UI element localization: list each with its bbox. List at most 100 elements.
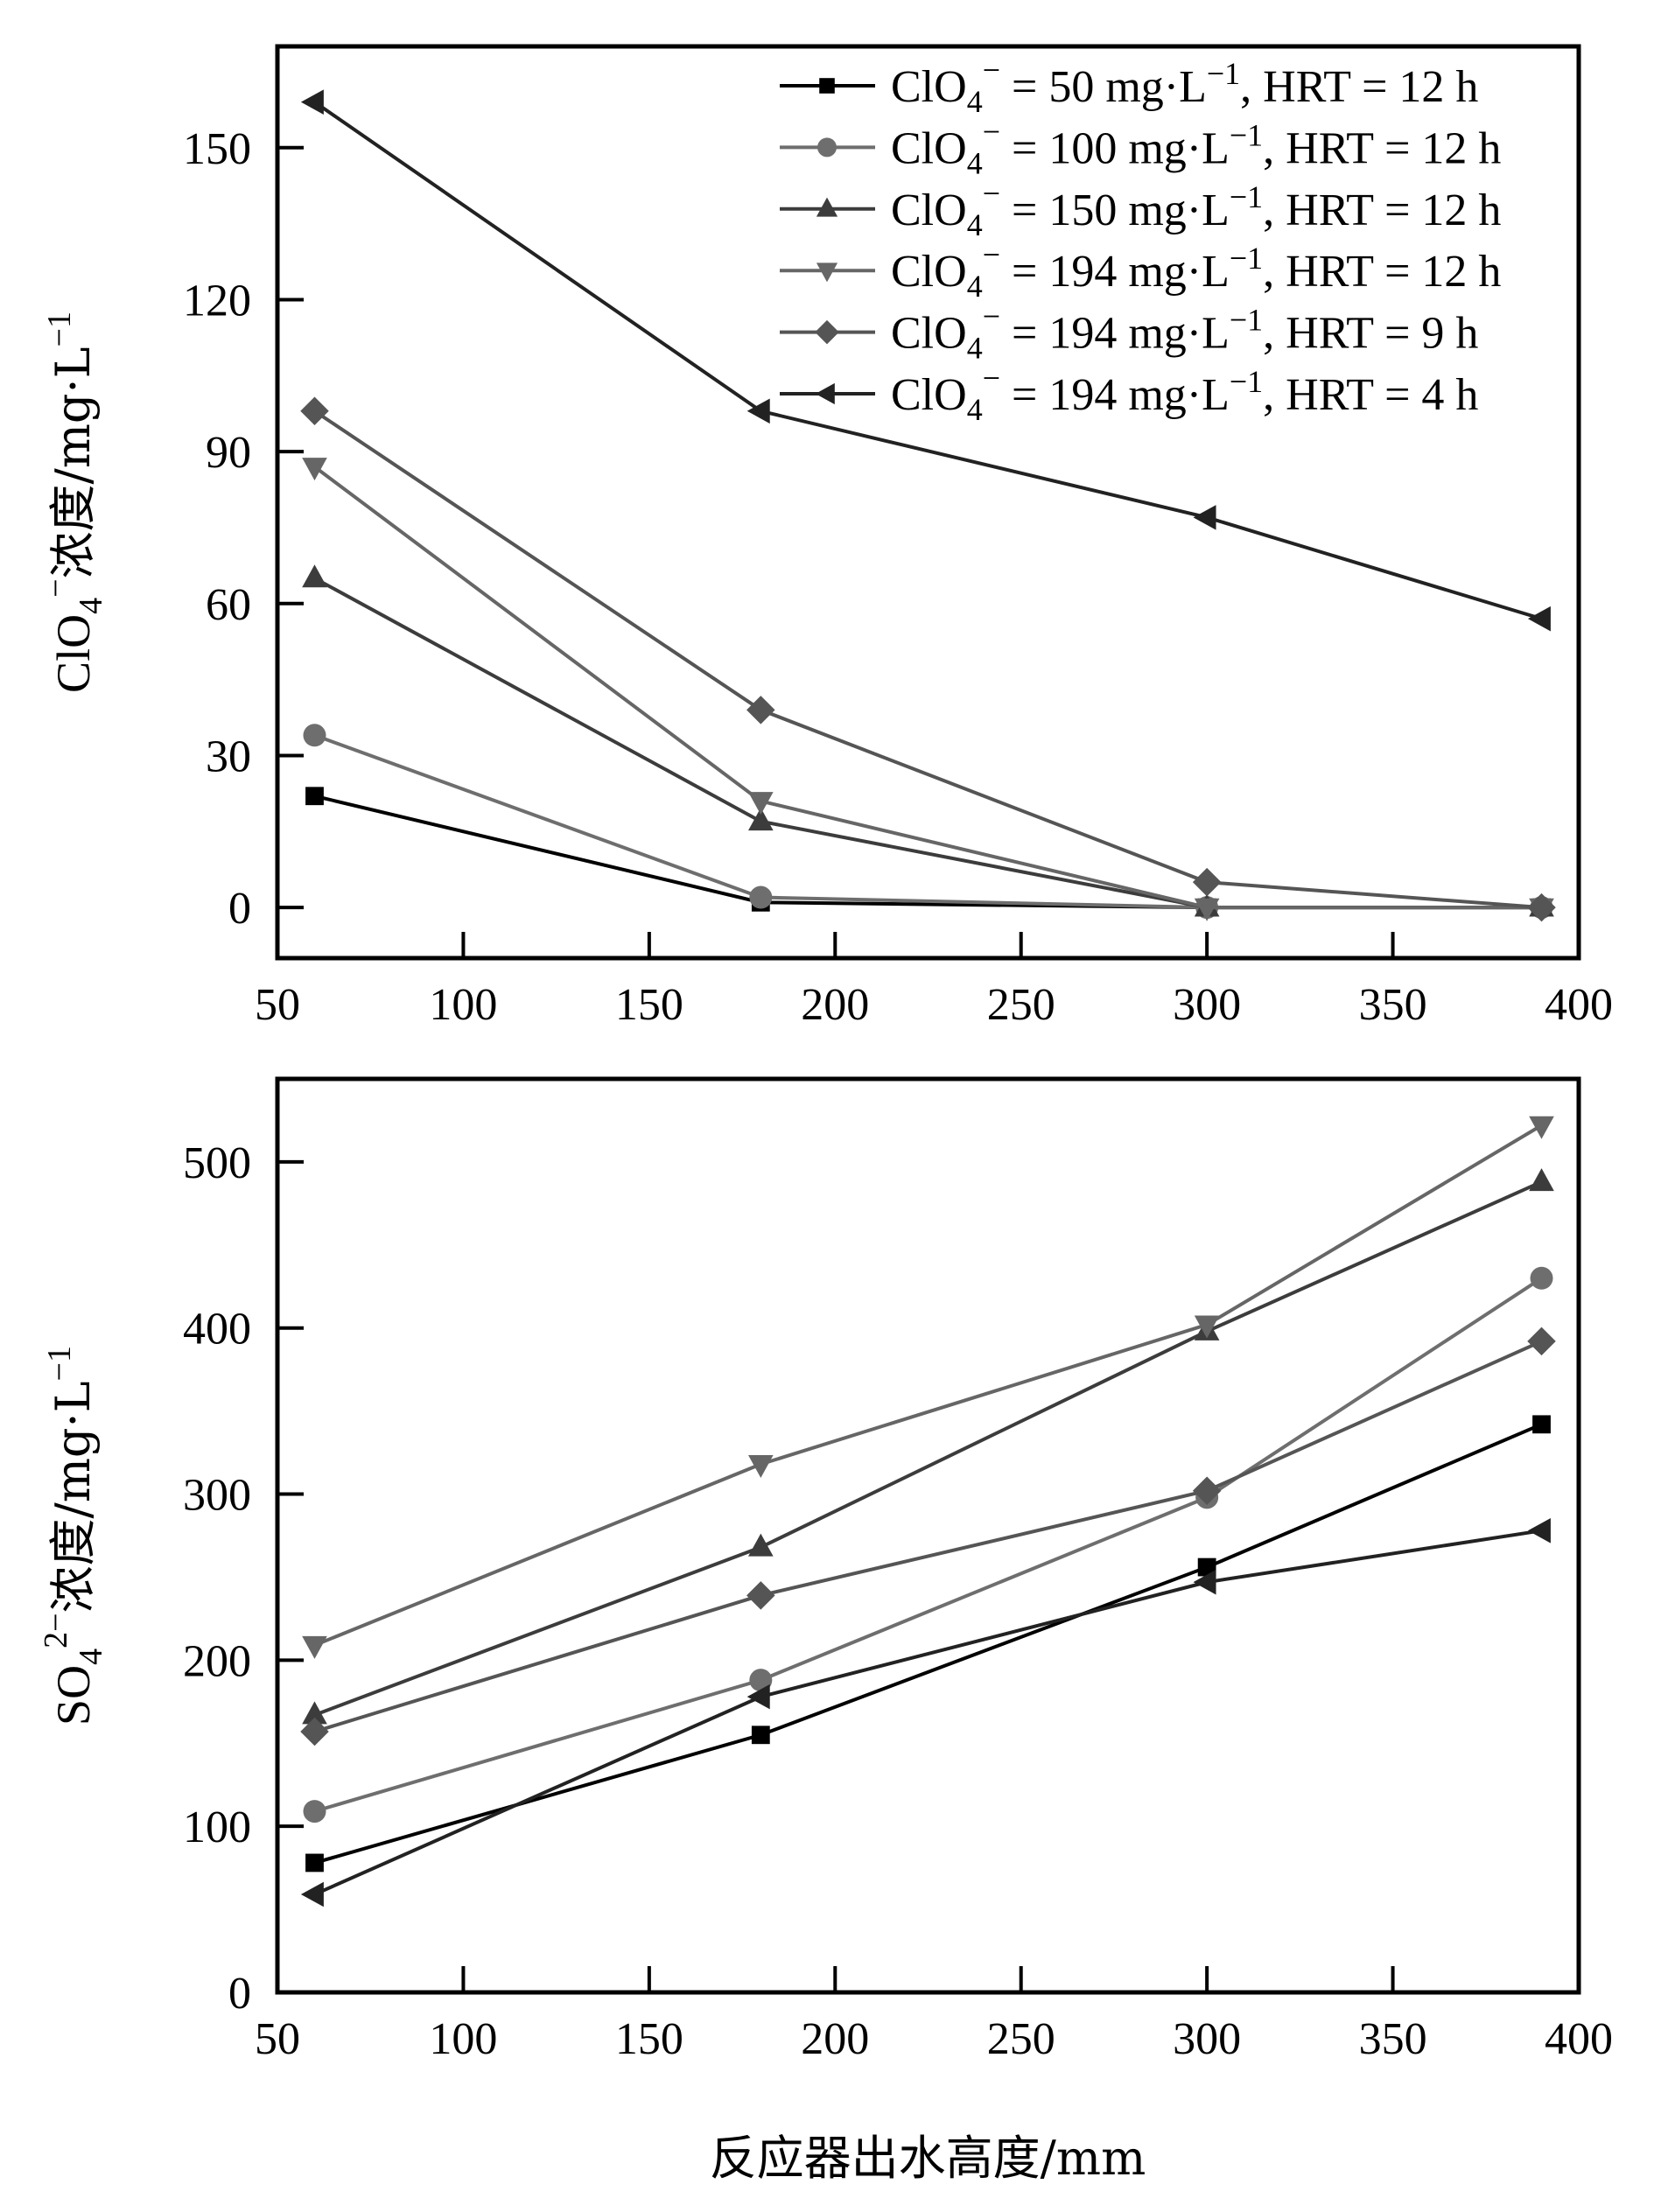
legend-subscript: 4 (967, 84, 983, 119)
legend-species: ClO (891, 186, 967, 235)
legend-species: ClO (891, 62, 967, 112)
x-tick-label: 100 (429, 980, 497, 1030)
legend-species: ClO (891, 370, 967, 420)
x-tick-label: 200 (801, 2014, 869, 2064)
series-circle (303, 724, 1553, 920)
series-diamond (300, 1326, 1556, 1746)
y-label-unit-exponent: −1 (41, 312, 78, 346)
series-square (305, 787, 1551, 917)
data-point (749, 1669, 773, 1692)
data-point (300, 396, 329, 426)
data-point (748, 808, 774, 831)
data-point (748, 792, 774, 816)
data-point (1193, 505, 1216, 530)
x-tick-label: 100 (429, 2014, 497, 2064)
y-axis-label: SO42−浓度/mg·L−1 (38, 1346, 109, 1726)
legend-label: ClO4− = 150 mg·L−1, HRT = 12 h (891, 176, 1501, 242)
legend-label: ClO4− = 50 mg·L−1, HRT = 12 h (891, 52, 1478, 119)
legend-species: ClO (891, 309, 967, 359)
data-point (303, 1800, 326, 1824)
legend-charge: − (983, 237, 1000, 272)
y-tick-label: 0 (228, 884, 251, 934)
legend-marker (815, 382, 835, 405)
legend-marker (816, 262, 838, 283)
y-tick-label: 60 (206, 580, 251, 630)
data-point (1530, 1266, 1553, 1290)
data-point (751, 1726, 770, 1745)
legend-species: ClO (891, 123, 967, 173)
y-tick-label: 0 (228, 1969, 251, 2019)
data-point (1192, 1476, 1222, 1505)
data-point (746, 1684, 770, 1710)
y-label-unit: 浓度/mg·L (46, 346, 101, 578)
data-point (1194, 898, 1220, 921)
x-tick-label: 150 (615, 2014, 683, 2064)
legend-eq: = 194 mg·L (1000, 247, 1230, 297)
legend-subscript: 4 (967, 331, 983, 366)
legend-item: ClO4− = 100 mg·L−1, HRT = 12 h (780, 114, 1501, 180)
legend-label: ClO4− = 194 mg·L−1, HRT = 9 h (891, 299, 1478, 366)
series-diamond (300, 396, 1556, 922)
legend-unit-exponent: −1 (1230, 179, 1263, 214)
x-tick-label: 400 (1545, 980, 1613, 1030)
series-line (314, 794, 1542, 910)
y-label-species: ClO (47, 614, 100, 693)
y-tick-label: 100 (183, 1802, 251, 1852)
legend-species: ClO (891, 247, 967, 297)
y-tick-label: 90 (206, 428, 251, 478)
data-point (300, 1717, 329, 1746)
series-line (313, 1340, 1543, 1733)
plot-frame (275, 44, 1581, 961)
x-tick-label: 150 (615, 980, 683, 1030)
data-point (1532, 1415, 1551, 1434)
legend-charge: − (983, 176, 1000, 211)
data-point (302, 564, 327, 588)
legend-subscript: 4 (967, 269, 983, 304)
data-point (305, 787, 324, 806)
legend-eq: = 194 mg·L (1000, 309, 1230, 359)
x-tick-label: 300 (1173, 2014, 1241, 2064)
legend-charge: − (983, 114, 1000, 149)
legend-marker (816, 197, 838, 217)
y-tick-label: 500 (183, 1138, 251, 1188)
x-axis-label: 反应器出水高度/mm (710, 2131, 1146, 2186)
legend-charge: − (983, 52, 1000, 88)
data-point (302, 1635, 327, 1659)
data-point (1194, 1315, 1220, 1339)
legend-hrt: , HRT = 12 h (1240, 62, 1478, 112)
series-triangle-down (302, 458, 1554, 921)
legend-marker (819, 78, 835, 94)
x-tick-label: 50 (255, 2014, 300, 2064)
data-point (1527, 892, 1556, 922)
series-triangle-left (300, 89, 1551, 632)
data-point (1193, 1569, 1216, 1595)
legend-item: ClO4− = 150 mg·L−1, HRT = 12 h (780, 176, 1501, 242)
y-tick-label: 30 (206, 732, 251, 781)
data-point (1529, 1116, 1554, 1139)
data-point (748, 1533, 774, 1557)
legend-charge: − (983, 360, 1000, 396)
legend-eq: = 194 mg·L (1000, 370, 1230, 420)
data-point (303, 724, 326, 747)
y-label-subscript: 4 (73, 1648, 109, 1665)
legend-hrt: , HRT = 4 h (1263, 370, 1478, 420)
series-line (313, 1529, 1542, 1896)
data-point (746, 1581, 775, 1610)
legend-hrt: , HRT = 12 h (1263, 247, 1501, 297)
data-point (1527, 1518, 1551, 1544)
data-point (305, 1853, 324, 1872)
legend-marker (817, 137, 837, 158)
series-line (313, 1180, 1543, 1717)
legend-marker (815, 319, 839, 345)
data-point (749, 886, 773, 909)
legend-unit-exponent: −1 (1230, 241, 1263, 276)
legend-hrt: , HRT = 12 h (1263, 186, 1501, 235)
series-line (313, 1422, 1543, 1865)
data-point (302, 1701, 327, 1725)
legend-eq: = 150 mg·L (1000, 186, 1230, 235)
x-tick-label: 50 (255, 980, 300, 1030)
legend-unit-exponent: −1 (1207, 56, 1240, 91)
legend-eq: = 100 mg·L (1000, 123, 1230, 173)
series-triangle-down (302, 1116, 1554, 1659)
